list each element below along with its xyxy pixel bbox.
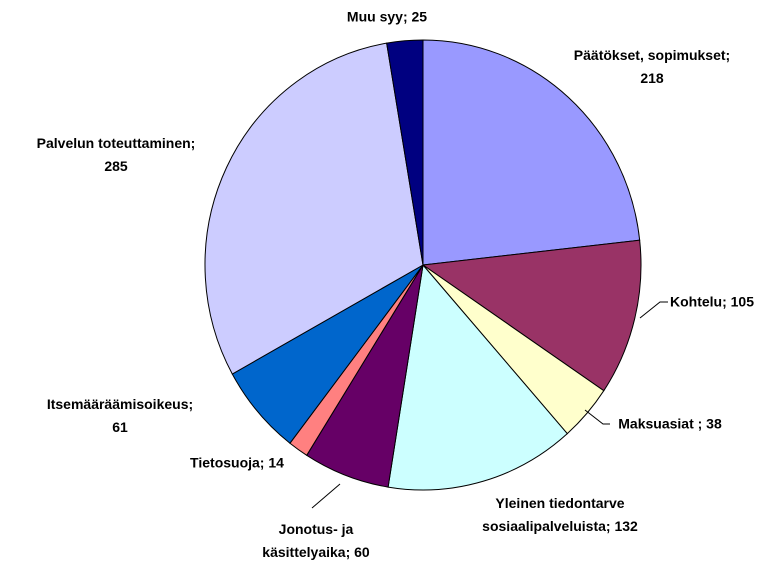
data-label: Maksuasiat ; 38 xyxy=(618,415,722,432)
leader-line xyxy=(311,483,341,509)
data-label: Palvelun toteuttaminen; 285 xyxy=(36,135,196,174)
pie-slice xyxy=(422,39,641,266)
data-label: Yleinen tiedontarve sosiaalipalveluista;… xyxy=(482,495,638,534)
pie-slice xyxy=(421,239,642,392)
data-label: Kohtelu; 105 xyxy=(669,293,755,310)
data-label: Päätökset, sopimukset; 218 xyxy=(573,47,731,86)
data-label: Itsemääräämisoikeus; 61 xyxy=(46,396,194,435)
data-label: Jonotus- ja käsittelyaika; 60 xyxy=(262,521,370,560)
data-label: Tietosuoja; 14 xyxy=(190,454,284,471)
pie-slice xyxy=(204,42,424,375)
pie-slice xyxy=(386,39,424,266)
leader-line xyxy=(639,301,668,319)
leader-line xyxy=(584,409,610,425)
pie-slice xyxy=(387,263,569,491)
leader-lines xyxy=(311,301,668,509)
data-label: Muu syy; 25 xyxy=(346,8,428,25)
